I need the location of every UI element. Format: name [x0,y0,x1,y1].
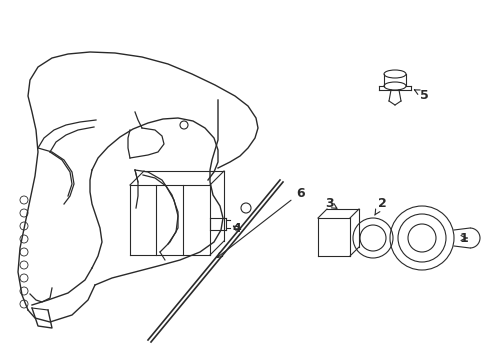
Circle shape [407,224,435,252]
Text: 4: 4 [231,221,240,234]
Text: 2: 2 [374,197,386,215]
Text: 6: 6 [217,186,304,257]
Text: 5: 5 [413,89,428,102]
Text: 1: 1 [459,231,468,244]
Text: 3: 3 [324,197,336,210]
